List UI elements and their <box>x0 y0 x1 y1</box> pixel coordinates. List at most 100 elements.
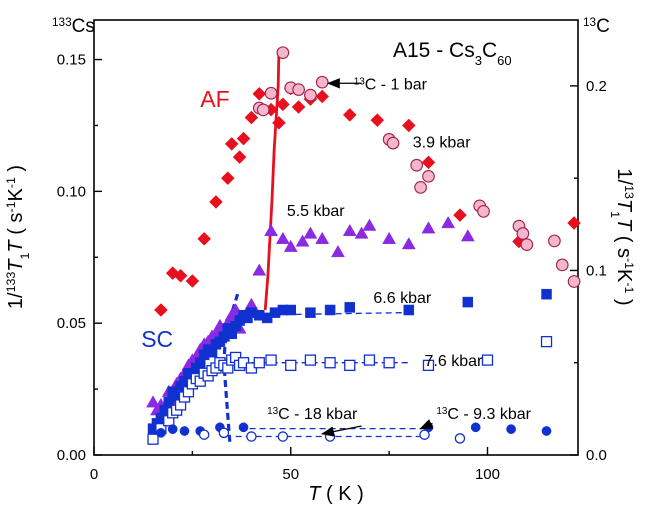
data-point <box>315 89 330 104</box>
data-point <box>261 312 273 324</box>
axis-ticks: 0 50 100 0.00 0.05 0.10 0.15 0.0 0.1 0.2 <box>57 52 607 483</box>
data-point <box>324 304 336 316</box>
annotation-label: 13C - 1 bar <box>354 76 428 94</box>
data-point <box>555 258 569 272</box>
data-point <box>265 354 277 366</box>
data-point <box>422 169 435 183</box>
data-point <box>454 433 466 444</box>
data-point <box>421 155 436 170</box>
y-left-axis-label: 1/133T1T ( s-1K-1 ) <box>4 165 32 309</box>
y-left-tick-label: 0.00 <box>57 447 86 464</box>
data-point <box>154 303 168 317</box>
x-tick-label: 0 <box>90 466 98 483</box>
y-right-tick-label: 0.2 <box>586 78 607 95</box>
data-point <box>179 426 190 436</box>
data-point <box>264 86 278 100</box>
annotation-label: 13C - 9.3 kbar <box>436 405 531 423</box>
data-point <box>167 424 178 435</box>
x-tick-label: 50 <box>282 466 299 483</box>
data-point <box>220 171 235 186</box>
text-labels: A15 - Cs3C60 133Cs 13C AF SC 3.9 kbar 5.5 kbar… <box>4 16 636 506</box>
data-point <box>414 181 427 194</box>
left-axis-heading: 133Cs <box>52 16 95 38</box>
y-right-tick-label: 0.1 <box>586 262 607 279</box>
chart-title: A15 - Cs3C60 <box>393 39 512 68</box>
annotation-label: 13C - 18 kbar <box>267 405 358 423</box>
data-point <box>256 103 270 117</box>
data-point <box>422 359 435 372</box>
y-right-axis-label: 1/13T1T ( s-1K-1 ) <box>608 168 636 305</box>
data-point <box>146 395 160 408</box>
data-point <box>342 223 357 237</box>
data-point <box>304 354 317 366</box>
fit-line <box>235 311 409 316</box>
data-point <box>264 223 279 237</box>
data-point <box>481 354 494 366</box>
plot-frame <box>93 19 579 456</box>
data-point <box>244 110 259 125</box>
x-tick-label: 100 <box>475 466 500 483</box>
y-left-tick-label: 0.05 <box>57 315 86 332</box>
data-point <box>305 307 316 318</box>
data-point <box>253 357 265 369</box>
data-point <box>224 137 239 151</box>
data-point <box>362 218 377 231</box>
data-point <box>567 216 581 230</box>
right-axis-heading: 13C <box>583 16 610 38</box>
data-points <box>146 46 581 445</box>
data-point <box>462 296 474 308</box>
data-point <box>236 131 251 146</box>
data-point <box>185 274 200 288</box>
data-point <box>246 431 257 442</box>
data-point <box>283 239 298 252</box>
data-point <box>331 244 345 258</box>
data-point <box>173 268 188 283</box>
x-axis-label: T ( K ) <box>308 483 364 505</box>
annotation-label: 7.6 kbar <box>425 353 483 370</box>
data-point <box>238 422 249 433</box>
data-point <box>410 158 424 172</box>
data-point <box>285 304 296 316</box>
y-left-tick-label: 0.15 <box>57 52 86 69</box>
data-point <box>567 275 581 288</box>
data-point <box>276 97 290 112</box>
data-point <box>383 357 395 369</box>
region-label: SC <box>141 326 173 352</box>
region-label: AF <box>200 86 229 112</box>
data-point <box>401 118 416 133</box>
data-point <box>541 426 552 436</box>
data-point <box>460 229 475 242</box>
data-point <box>342 108 357 122</box>
data-point <box>198 429 210 440</box>
data-point <box>401 237 416 250</box>
data-point <box>516 227 530 240</box>
data-point <box>520 238 534 251</box>
data-point <box>252 263 267 276</box>
data-point <box>541 288 552 300</box>
y-right-tick-label: 0.0 <box>586 447 607 464</box>
data-point <box>382 231 397 244</box>
data-point <box>421 221 436 234</box>
data-point <box>370 113 385 128</box>
data-point <box>315 231 330 244</box>
data-point <box>403 304 415 316</box>
data-point <box>419 429 430 440</box>
data-point <box>295 234 310 247</box>
annotation-label: 5.5 kbar <box>287 203 345 220</box>
data-point <box>197 231 212 246</box>
data-point <box>477 205 490 218</box>
data-point <box>292 83 305 96</box>
data-point <box>441 215 456 229</box>
data-point <box>344 359 356 372</box>
fit-line <box>263 51 281 311</box>
data-point <box>252 86 267 101</box>
annotation-label: 6.6 kbar <box>373 290 431 307</box>
data-point <box>277 431 289 442</box>
data-point <box>324 357 336 369</box>
data-point <box>344 302 356 313</box>
data-point <box>363 354 376 366</box>
data-point <box>453 208 467 222</box>
data-point <box>548 234 561 248</box>
annotation-label: 3.9 kbar <box>413 134 471 151</box>
